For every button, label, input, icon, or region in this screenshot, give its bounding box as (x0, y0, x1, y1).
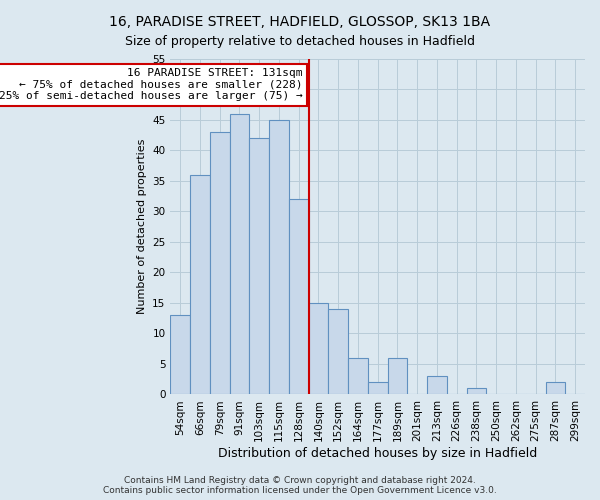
Bar (328, 309, 348, 394)
Bar (230, 114, 250, 394)
Text: Contains HM Land Registry data © Crown copyright and database right 2024.
Contai: Contains HM Land Registry data © Crown c… (103, 476, 497, 495)
Bar (368, 382, 388, 394)
Bar (348, 358, 368, 395)
Bar (210, 132, 230, 394)
X-axis label: Distribution of detached houses by size in Hadfield: Distribution of detached houses by size … (218, 447, 538, 460)
Y-axis label: Number of detached properties: Number of detached properties (137, 139, 147, 314)
Bar (269, 120, 289, 394)
Text: 16 PARADISE STREET: 131sqm
← 75% of detached houses are smaller (228)
25% of sem: 16 PARADISE STREET: 131sqm ← 75% of deta… (0, 68, 302, 102)
Bar (289, 200, 308, 394)
Bar (388, 358, 407, 395)
Text: 16, PARADISE STREET, HADFIELD, GLOSSOP, SK13 1BA: 16, PARADISE STREET, HADFIELD, GLOSSOP, … (109, 15, 491, 29)
Bar (545, 382, 565, 394)
Bar (170, 315, 190, 394)
Bar (250, 138, 269, 394)
Bar (190, 175, 210, 394)
Bar (427, 376, 447, 394)
Bar (467, 388, 486, 394)
Text: Size of property relative to detached houses in Hadfield: Size of property relative to detached ho… (125, 35, 475, 48)
Bar (308, 303, 328, 394)
